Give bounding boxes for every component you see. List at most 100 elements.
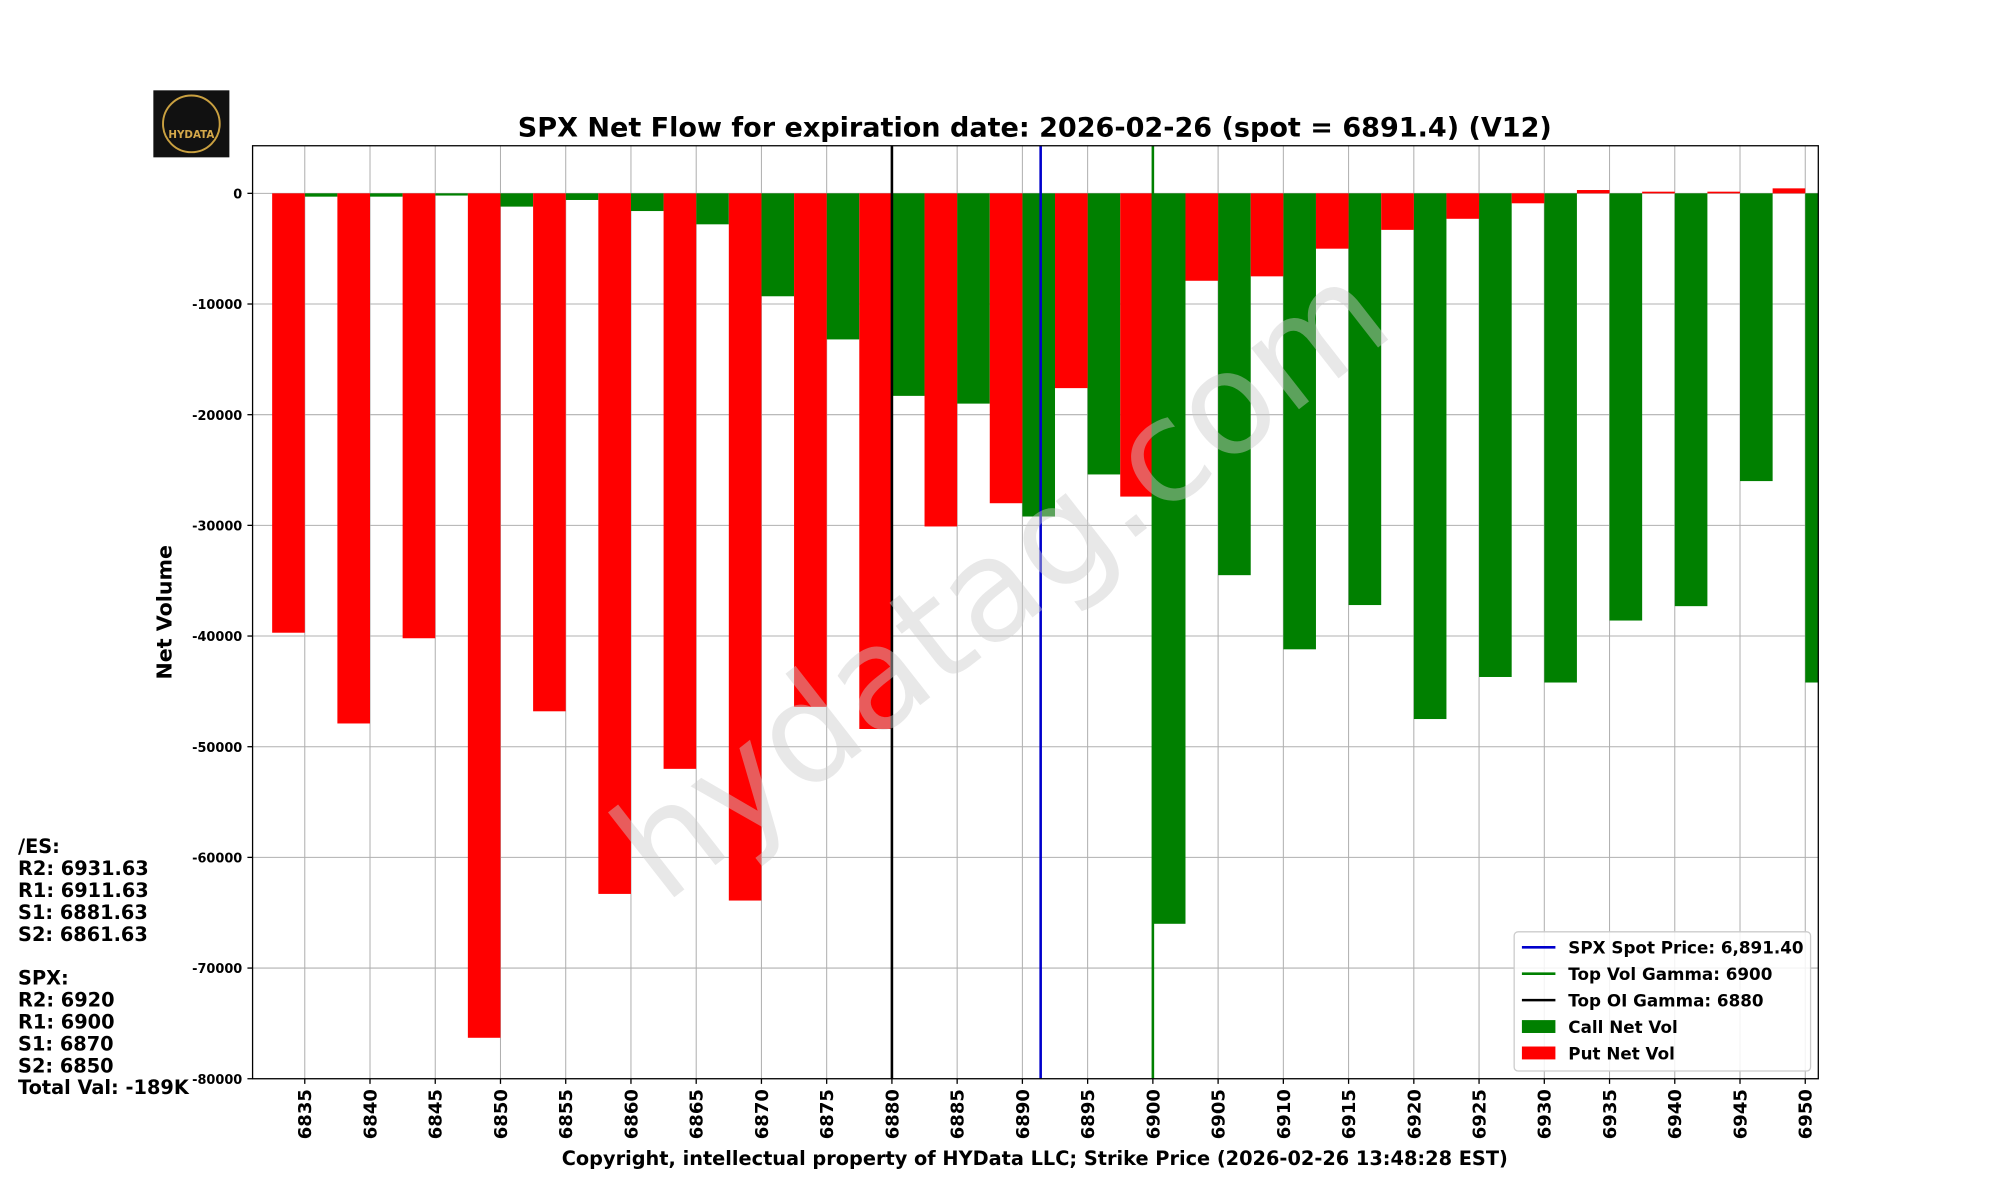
reference-lines bbox=[890, 145, 1155, 1079]
bar bbox=[467, 193, 501, 1038]
x-tick-label: 6840 bbox=[360, 1089, 381, 1139]
y-tick-label: -50000 bbox=[192, 741, 242, 756]
y-tick-label: -30000 bbox=[192, 520, 242, 535]
annotation: Total Val: -189K bbox=[18, 1076, 190, 1099]
ticks: 0 -10000 -20000 -30000 -40000 -50000 -60000 -70… bbox=[192, 187, 1817, 1139]
annotation: S1: 6870 bbox=[18, 1032, 114, 1055]
bar bbox=[565, 193, 599, 200]
bar bbox=[1055, 193, 1088, 389]
y-tick-label: -80000 bbox=[192, 1073, 242, 1088]
bar bbox=[370, 193, 403, 197]
y-tick-label: -20000 bbox=[192, 409, 242, 424]
bar bbox=[1707, 191, 1741, 194]
bar bbox=[826, 193, 860, 340]
x-tick-label: 6870 bbox=[752, 1089, 773, 1139]
legend-swatch bbox=[1521, 1020, 1556, 1033]
annotation: R2: 6920 bbox=[18, 989, 115, 1012]
plot-frame bbox=[251, 145, 1819, 1080]
y-tick-label: -10000 bbox=[192, 298, 242, 313]
bar bbox=[435, 193, 468, 196]
legend-label: SPX Spot Price: 6,891.40 bbox=[1568, 938, 1803, 958]
bar bbox=[1511, 193, 1545, 204]
annotation: R1: 6911.63 bbox=[18, 879, 149, 902]
x-tick-label: 6950 bbox=[1796, 1089, 1817, 1139]
x-tick-label: 6855 bbox=[556, 1089, 577, 1139]
y-tick-label: 0 bbox=[233, 187, 242, 202]
legend-label: Top OI Gamma: 6880 bbox=[1568, 991, 1763, 1011]
logo bbox=[153, 90, 230, 158]
y-tick-label: -40000 bbox=[192, 630, 242, 645]
x-tick-label: 6905 bbox=[1209, 1089, 1230, 1139]
annotation: S2: 6850 bbox=[18, 1054, 114, 1077]
x-tick-label: 6860 bbox=[621, 1089, 642, 1139]
bar bbox=[1479, 193, 1512, 677]
x-tick-label: 6880 bbox=[882, 1089, 903, 1139]
x-tick-label: 6835 bbox=[295, 1089, 316, 1139]
x-tick-label: 6850 bbox=[491, 1089, 512, 1139]
bar bbox=[1283, 193, 1316, 650]
bar bbox=[859, 193, 892, 730]
annotation: S1: 6881.63 bbox=[18, 901, 148, 924]
bar bbox=[337, 193, 371, 724]
bar bbox=[1218, 193, 1251, 576]
bars bbox=[272, 188, 1819, 1038]
bar bbox=[533, 193, 566, 712]
bar bbox=[1185, 193, 1219, 281]
bar bbox=[1772, 188, 1806, 194]
bar bbox=[500, 193, 534, 207]
legend-swatch bbox=[1521, 1046, 1556, 1060]
bar bbox=[1642, 191, 1675, 194]
logo-text: HYDATA bbox=[168, 129, 214, 141]
x-tick-label: 6865 bbox=[687, 1089, 708, 1139]
bar bbox=[304, 193, 338, 197]
y-axis-label: Net Volume bbox=[152, 545, 176, 679]
bar bbox=[1381, 193, 1414, 230]
bar bbox=[1413, 193, 1447, 720]
bar bbox=[1544, 193, 1577, 683]
x-tick-label: 6940 bbox=[1665, 1089, 1686, 1139]
bar bbox=[1805, 193, 1819, 683]
bar bbox=[794, 193, 827, 707]
bar bbox=[402, 193, 436, 639]
legend-label: Top Vol Gamma: 6900 bbox=[1568, 964, 1772, 984]
x-tick-label: 6900 bbox=[1143, 1089, 1164, 1139]
bar bbox=[891, 193, 925, 396]
x-tick-label: 6845 bbox=[426, 1089, 447, 1139]
bar bbox=[1446, 193, 1480, 219]
x-axis-label: Copyright, intellectual property of HYDa… bbox=[562, 1147, 1508, 1170]
bar bbox=[989, 193, 1023, 504]
x-tick-label: 6890 bbox=[1013, 1089, 1034, 1139]
legend-label: Call Net Vol bbox=[1568, 1017, 1677, 1037]
bar bbox=[1315, 193, 1349, 249]
bar bbox=[957, 193, 990, 404]
annotation: S2: 6861.63 bbox=[18, 923, 148, 946]
bar bbox=[1576, 190, 1610, 194]
legend: SPX Spot Price: 6,891.40 Top Vol Gamma: 6… bbox=[1513, 931, 1812, 1072]
annotation: R2: 6931.63 bbox=[18, 857, 149, 880]
x-tick-label: 6945 bbox=[1730, 1089, 1751, 1139]
bar bbox=[1674, 193, 1708, 607]
bar bbox=[696, 193, 729, 225]
bar bbox=[1120, 193, 1153, 497]
y-tick-label: -60000 bbox=[192, 852, 242, 867]
x-tick-label: 6885 bbox=[948, 1089, 969, 1139]
logo-ring bbox=[162, 94, 221, 154]
bar bbox=[1152, 193, 1186, 924]
bar bbox=[1022, 193, 1056, 517]
bar bbox=[1087, 193, 1121, 475]
bar bbox=[924, 193, 958, 527]
x-tick-label: 6935 bbox=[1600, 1089, 1621, 1139]
x-tick-label: 6910 bbox=[1274, 1089, 1295, 1139]
bar bbox=[630, 193, 664, 212]
bar bbox=[1740, 193, 1773, 482]
bar bbox=[1250, 193, 1284, 277]
bar bbox=[1348, 193, 1382, 606]
bar bbox=[272, 193, 305, 633]
x-tick-label: 6895 bbox=[1078, 1089, 1099, 1139]
annotation: SPX: bbox=[18, 967, 69, 990]
bar bbox=[1609, 193, 1643, 621]
x-tick-label: 6875 bbox=[817, 1089, 838, 1139]
